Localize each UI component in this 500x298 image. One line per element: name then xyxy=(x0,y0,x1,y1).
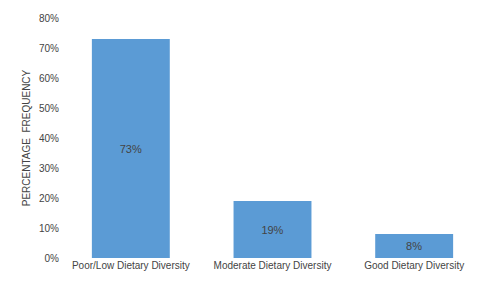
svg-text:10%: 10% xyxy=(39,223,59,234)
svg-text:Good Dietary Diversity: Good Dietary Diversity xyxy=(364,260,464,271)
svg-text:Poor/Low Dietary Diversity: Poor/Low Dietary Diversity xyxy=(72,260,190,271)
svg-text:73%: 73% xyxy=(120,143,142,155)
svg-text:PERCENTAGE FREQUENCY: PERCENTAGE FREQUENCY xyxy=(21,69,32,206)
svg-text:60%: 60% xyxy=(39,73,59,84)
svg-text:40%: 40% xyxy=(39,133,59,144)
svg-text:30%: 30% xyxy=(39,163,59,174)
svg-text:70%: 70% xyxy=(39,43,59,54)
svg-text:19%: 19% xyxy=(261,224,283,236)
svg-text:8%: 8% xyxy=(406,240,422,252)
svg-text:50%: 50% xyxy=(39,103,59,114)
svg-text:Moderate Dietary Diversity: Moderate Dietary Diversity xyxy=(214,260,332,271)
svg-text:80%: 80% xyxy=(39,13,59,24)
svg-text:20%: 20% xyxy=(39,193,59,204)
svg-text:0%: 0% xyxy=(45,253,60,264)
